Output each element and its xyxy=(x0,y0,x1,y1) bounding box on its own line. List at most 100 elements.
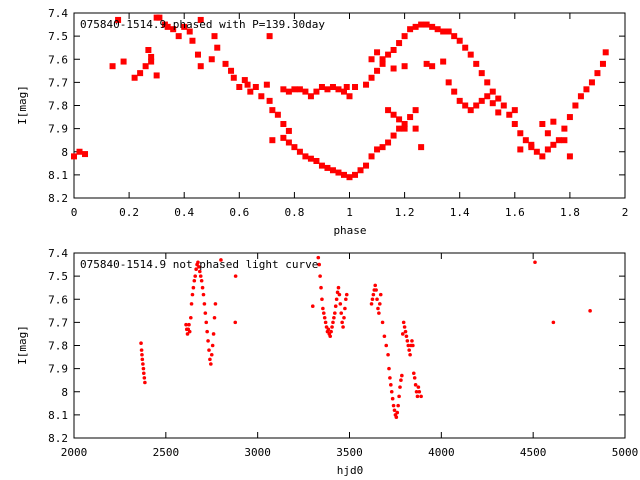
unphased-data-point xyxy=(401,320,406,325)
phased-data-point xyxy=(285,139,292,146)
phased-y-tick-label: 7.7 xyxy=(48,76,68,89)
unphased-data-point xyxy=(213,302,218,306)
phased-y-tick-label: 8.2 xyxy=(48,192,68,205)
unphased-data-point xyxy=(210,343,215,348)
phased-data-point xyxy=(451,33,458,40)
phased-data-point xyxy=(156,14,163,21)
phased-data-point xyxy=(208,56,215,63)
phased-data-point xyxy=(489,100,496,107)
unphased-data-point xyxy=(403,329,408,334)
phased-data-point xyxy=(211,33,218,40)
phased-data-points xyxy=(71,14,609,181)
unphased-data-point xyxy=(209,352,214,357)
unphased-light-curve-panel: 2000 2500 3000 3500 4000 4500 5000 7.4 7.5 7.6 7.7… xyxy=(16,247,638,477)
unphased-y-tick-label: 7.9 xyxy=(48,363,68,376)
phased-data-point xyxy=(175,33,182,40)
unphased-x-tick-label: 2500 xyxy=(153,446,180,459)
phased-data-point xyxy=(495,95,502,102)
phased-data-point xyxy=(343,84,350,90)
unphased-data-point xyxy=(417,389,422,394)
phased-data-point xyxy=(280,121,287,127)
unphased-data-point xyxy=(392,408,397,413)
phased-data-point xyxy=(385,139,392,146)
phased-data-point xyxy=(566,153,573,160)
phased-data-point xyxy=(368,74,375,81)
phased-data-point xyxy=(71,153,77,160)
unphased-data-point xyxy=(206,339,210,343)
unphased-data-point xyxy=(233,320,238,325)
unphased-data-point xyxy=(332,315,336,320)
unphased-data-point xyxy=(376,306,380,311)
phased-data-point xyxy=(390,111,397,118)
unphased-y-tick-label: 7.7 xyxy=(48,316,68,329)
unphased-data-point xyxy=(551,320,556,325)
unphased-data-point xyxy=(375,297,379,302)
unphased-data-point xyxy=(233,274,238,278)
phased-data-point xyxy=(76,148,83,155)
phased-data-point xyxy=(170,26,177,33)
unphased-y-tick-label: 7.4 xyxy=(48,247,68,260)
unphased-x-tick-label: 3000 xyxy=(244,446,271,459)
phased-data-point xyxy=(266,97,273,104)
phased-data-point xyxy=(197,63,204,70)
phased-data-point xyxy=(478,97,485,104)
unphased-data-point xyxy=(388,376,392,380)
phased-data-point xyxy=(302,153,309,160)
phased-data-point xyxy=(544,130,551,137)
unphased-data-point xyxy=(339,311,344,315)
unphased-data-point xyxy=(334,297,339,302)
unphased-data-points xyxy=(139,255,592,419)
unphased-data-point xyxy=(404,334,409,339)
unphased-data-point xyxy=(408,352,412,357)
phased-data-point xyxy=(412,107,419,114)
unphased-data-point xyxy=(344,297,348,302)
phased-data-point xyxy=(164,23,171,30)
phased-data-point xyxy=(412,125,419,132)
phased-x-tick-label: 0 xyxy=(71,206,78,219)
phased-data-point xyxy=(407,26,414,33)
phased-data-point xyxy=(266,33,273,40)
phased-data-point xyxy=(186,28,193,35)
unphased-data-point xyxy=(196,260,200,265)
unphased-data-point xyxy=(330,325,334,329)
unphased-data-point xyxy=(189,302,194,306)
phased-data-point xyxy=(181,23,188,30)
phased-data-point xyxy=(539,153,546,160)
unphased-data-point xyxy=(316,255,321,260)
unphased-data-point xyxy=(400,332,405,336)
unphased-data-point xyxy=(390,396,395,401)
phased-data-point xyxy=(214,44,221,51)
unphased-data-point xyxy=(219,258,223,262)
unphased-data-point xyxy=(194,267,198,271)
phased-data-point xyxy=(401,121,408,127)
phased-data-point xyxy=(401,125,408,132)
phased-data-point xyxy=(396,116,403,123)
phased-data-point xyxy=(318,84,325,90)
unphased-y-tick-label: 8.1 xyxy=(48,409,68,422)
phased-data-point xyxy=(500,102,507,109)
unphased-data-point xyxy=(415,394,420,399)
phased-data-point xyxy=(291,144,298,151)
phased-data-point xyxy=(489,88,496,95)
phased-data-point xyxy=(602,49,609,56)
phased-data-point xyxy=(148,58,155,65)
unphased-data-point xyxy=(197,265,201,269)
unphased-data-point xyxy=(398,385,402,389)
phased-data-point xyxy=(583,86,590,93)
phased-data-point xyxy=(390,132,397,139)
phased-data-point xyxy=(423,21,430,28)
phased-chart-title: 075840-1514.9 phased with P=139.30day xyxy=(80,18,325,31)
phased-data-point xyxy=(291,86,298,93)
unphased-data-point xyxy=(384,343,389,348)
phased-x-axis-label: phase xyxy=(333,224,366,237)
phased-data-point xyxy=(374,146,381,153)
unphased-data-point xyxy=(207,348,211,352)
unphased-data-point xyxy=(386,352,390,357)
unphased-data-point xyxy=(342,315,346,320)
unphased-data-point xyxy=(141,366,146,371)
phased-data-point xyxy=(588,79,595,86)
unphased-data-point xyxy=(399,378,403,382)
phased-data-point xyxy=(296,86,303,93)
phased-data-point xyxy=(148,53,155,60)
unphased-data-point xyxy=(143,380,147,385)
